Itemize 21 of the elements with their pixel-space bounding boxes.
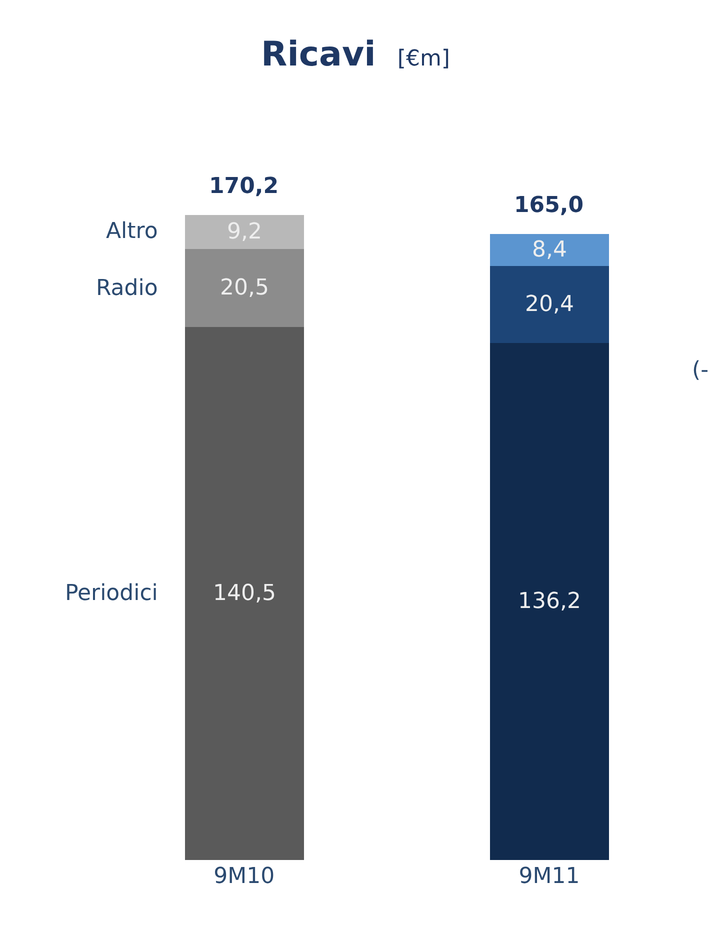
data-label: 140,5 bbox=[213, 581, 276, 606]
bar bbox=[185, 215, 304, 249]
total-label: 165,0 bbox=[514, 193, 584, 218]
total-label: 170,2 bbox=[209, 174, 279, 199]
bar bbox=[490, 343, 609, 860]
chart-subtitle: [€m] bbox=[397, 46, 450, 72]
series-label: Periodici bbox=[65, 581, 158, 606]
data-label: 8,4 bbox=[532, 238, 567, 262]
annotation: (- bbox=[692, 358, 709, 383]
x-tick-label: 9M11 bbox=[518, 864, 580, 889]
data-label: 20,5 bbox=[220, 276, 269, 300]
data-label: 20,4 bbox=[525, 292, 574, 317]
bar bbox=[490, 234, 609, 266]
chart-title: Ricavi bbox=[261, 34, 376, 75]
x-tick-label: 9M10 bbox=[214, 864, 275, 889]
bar bbox=[185, 249, 304, 327]
bar bbox=[185, 327, 304, 860]
data-label: 136,2 bbox=[518, 589, 581, 614]
series-label: Altro bbox=[106, 219, 158, 244]
series-label: Radio bbox=[96, 276, 158, 301]
bar bbox=[490, 266, 609, 343]
